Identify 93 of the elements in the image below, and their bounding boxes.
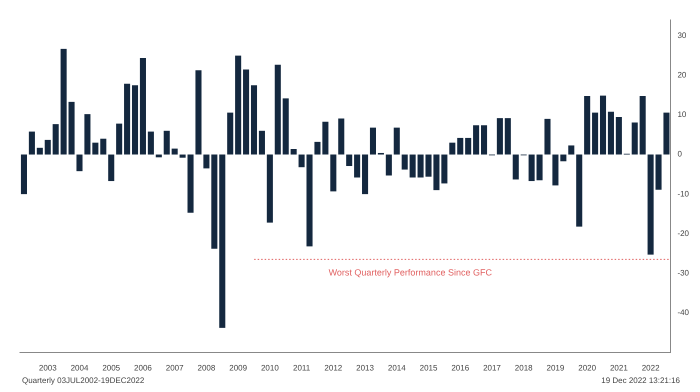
bar [140,58,146,155]
bar [354,154,360,178]
bar [338,118,344,155]
bar [370,128,376,155]
bar [441,154,448,184]
y-tick-label: -40 [677,308,690,318]
text: 19 Dec 2022 13:21:16 [601,376,680,385]
bar [250,85,258,155]
ref-line-label: Worst Quarterly Performance Since GFC [328,267,492,278]
x-tick-label: 2011 [292,363,311,372]
bar [156,154,162,158]
bar [418,154,424,178]
y-tick-label: 10 [677,110,687,120]
x-tick-label: 2006 [134,363,152,372]
bar [322,122,328,155]
bar [314,142,320,155]
x-tick-label: 2017 [483,363,502,372]
x-tick-label: 2005 [102,363,121,372]
bar [433,154,440,190]
bar [195,70,202,155]
bar [425,154,432,177]
bar [576,154,582,227]
bar [608,112,614,155]
bar [188,154,194,213]
bar [481,125,488,155]
bar [656,154,662,190]
x-tick-label: 2009 [229,363,248,372]
bar [330,154,336,192]
x-tick-label: 2021 [610,363,628,372]
bar [108,154,114,182]
x-tick-label: 2013 [356,363,374,372]
bar [552,154,558,186]
bar [536,154,543,180]
bar [203,154,210,168]
x-tick-label: 2020 [578,363,597,372]
text: Quarterly 03JUL2002-19DEC2022 [22,376,144,385]
bar [227,112,234,155]
x-tick-label: 2004 [70,363,89,372]
y-tick-label: 30 [677,31,687,40]
bar [100,138,106,155]
bar [306,154,313,246]
bar [148,132,154,155]
x-tick-label: 2014 [388,363,406,372]
bar [92,142,98,155]
bar [68,102,75,155]
bar [568,145,574,155]
bar [258,130,265,155]
x-tick-label: 2015 [420,363,438,372]
bar [132,85,138,155]
bar [298,154,305,168]
x-tick-label: 2010 [260,363,280,372]
x-tick-label: 2008 [198,363,216,372]
bar [346,154,352,166]
bar [584,96,590,155]
bar [84,114,90,155]
x-tick-label: 2018 [514,363,534,372]
y-tick-label: -30 [677,268,690,278]
bar [648,154,654,255]
bar [235,56,242,155]
y-tick-label: 20 [677,70,687,80]
bar [560,154,566,162]
bar [528,154,535,182]
y-tick-label: -20 [677,228,690,238]
bar [616,116,622,155]
bar [394,128,400,155]
x-tick-label: 2016 [451,363,470,372]
bar [402,154,408,170]
bar [362,154,368,194]
bar [592,112,598,155]
bar [116,124,122,155]
bar [76,154,83,172]
bar [504,118,511,155]
x-tick-label: 2003 [38,363,58,372]
bar [410,154,416,178]
bar [20,154,27,194]
bar [60,48,67,155]
bar [544,118,551,155]
x-tick-label: 2022 [642,363,660,372]
bar [496,118,503,155]
bar [663,112,670,155]
x-tick-label: 2012 [324,363,343,372]
x-tick-label: 2019 [546,363,565,372]
bar [28,132,35,155]
x-tick-label: 2007 [166,363,184,372]
bar [386,154,392,176]
bar [124,84,130,155]
bar [243,69,250,155]
bar [600,96,606,155]
bar [180,154,186,158]
bar [473,125,480,155]
bar [266,154,273,223]
y-tick-label: -10 [677,189,690,198]
y-tick-label: 0 [677,150,682,159]
